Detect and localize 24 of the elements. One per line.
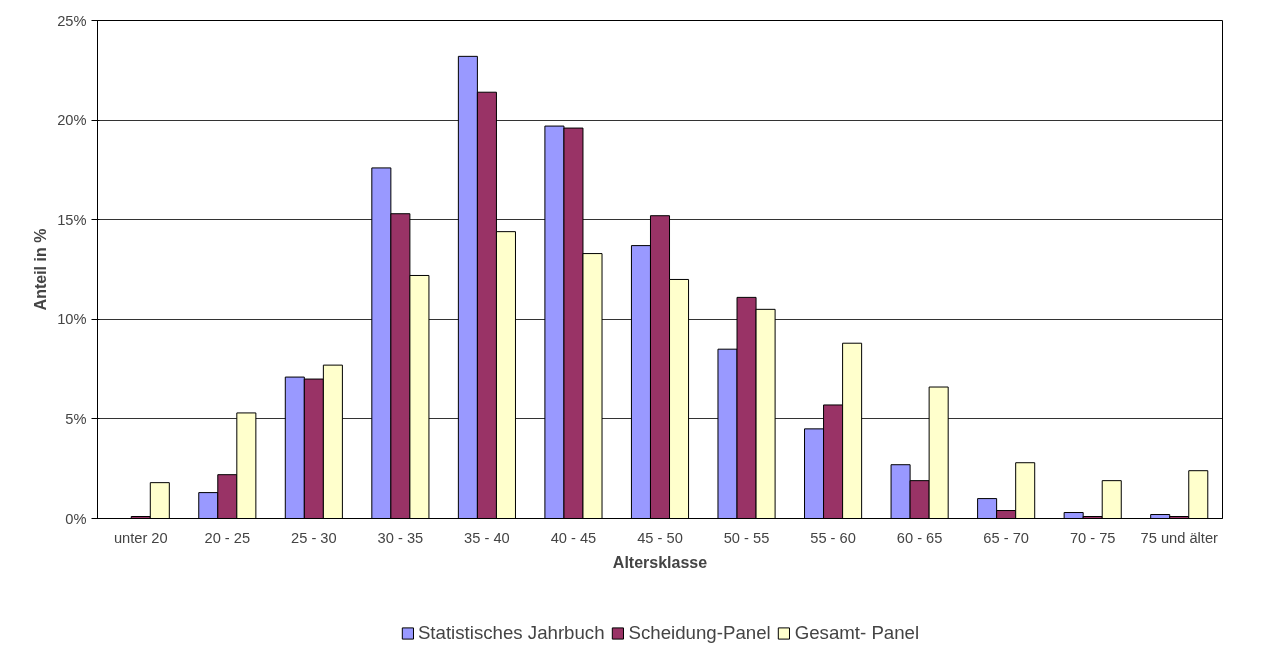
x-tick-label: 45 - 50 [637,529,683,546]
x-tick-label: unter 20 [113,529,168,546]
y-tick-label: 10% [57,311,87,328]
x-tick-label: 40 - 45 [550,529,597,546]
legend-label: Scheidung-Panel [628,622,771,644]
x-tick-label: 60 - 65 [896,529,943,546]
legend-label: Gesamt- Panel [794,622,920,644]
legend-label: Statistisches Jahrbuch [417,622,605,644]
x-tick-label: 30 - 35 [377,529,424,546]
y-tick-label: 15% [57,211,87,228]
x-tick-label: 25 - 30 [291,529,337,546]
x-tick-label: 20 - 25 [204,529,251,546]
x-tick-label: 65 - 70 [983,529,1029,546]
x-axis-title: Altersklasse [612,553,708,571]
y-tick-label: 25% [57,12,87,29]
y-tick-label: 5% [65,410,87,427]
x-tick-label: 70 - 75 [1069,529,1116,546]
y-tick-label: 20% [57,112,87,129]
x-tick-label: 55 - 60 [810,529,856,546]
x-tick-label: 75 und älter [1140,529,1219,546]
y-tick-label: 0% [65,510,87,527]
x-tick-label: 35 - 40 [464,529,510,546]
y-axis-title: Anteil in % [32,228,50,311]
x-tick-label: 50 - 55 [723,529,770,546]
